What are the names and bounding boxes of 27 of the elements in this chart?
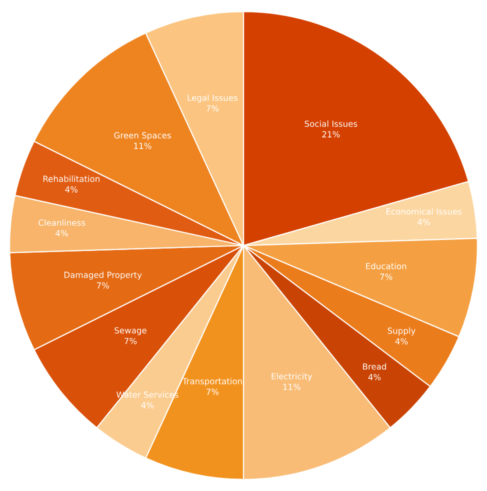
data-label: 11% bbox=[283, 384, 301, 390]
slice-label: Legal Issues bbox=[188, 94, 238, 103]
slice-label: Cleanliness bbox=[38, 219, 86, 226]
data-label: 4% bbox=[141, 402, 154, 408]
slice-label: Damaged Property bbox=[64, 272, 142, 280]
data-label: 7% bbox=[206, 388, 219, 395]
slice-label: Rehabilitation bbox=[43, 176, 100, 182]
slice-label: Social Issues bbox=[304, 120, 358, 127]
data-label: 7% bbox=[380, 274, 392, 280]
data-label: 7% bbox=[206, 105, 219, 112]
slice-label: Sewage bbox=[114, 327, 146, 336]
data-label: 4% bbox=[56, 230, 68, 236]
data-label: 21% bbox=[322, 131, 340, 138]
slice-label: Economical Issues bbox=[386, 208, 462, 215]
data-label: 4% bbox=[368, 374, 381, 380]
slice-label: Green Spaces bbox=[114, 132, 171, 140]
slice-label: Bread bbox=[363, 363, 386, 370]
slice-label: Supply bbox=[388, 327, 416, 336]
data-label: 7% bbox=[96, 282, 109, 289]
data-label: 4% bbox=[395, 338, 408, 344]
data-label: 7% bbox=[124, 338, 137, 344]
slice-label: Transportation bbox=[182, 378, 242, 386]
data-label: 4% bbox=[65, 186, 78, 193]
data-label: 11% bbox=[134, 142, 152, 150]
slice-label: Electricity bbox=[272, 372, 312, 382]
slice-label: Education bbox=[366, 262, 406, 270]
data-label: 4% bbox=[418, 218, 430, 226]
